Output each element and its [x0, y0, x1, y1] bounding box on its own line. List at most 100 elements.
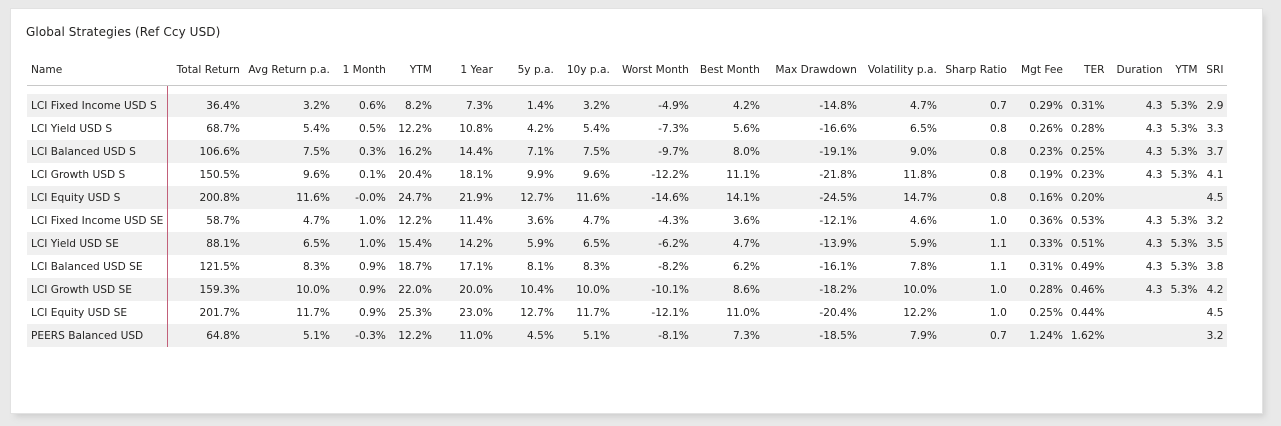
table-cell: 0.44%: [1066, 301, 1109, 324]
table-cell: 14.1%: [692, 186, 764, 209]
table-cell: 0.31%: [1010, 255, 1067, 278]
table-cell: 3.2%: [557, 94, 614, 117]
table-cell: 8.6%: [692, 278, 764, 301]
column-header[interactable]: Name: [27, 54, 168, 86]
table-row[interactable]: LCI Fixed Income USD S 36.4% 3.2% 0.6% 8.2% 7…: [27, 94, 1228, 117]
table-cell: 11.1%: [692, 163, 764, 186]
column-header[interactable]: Duration: [1108, 54, 1167, 86]
column-header[interactable]: Volatility p.a.: [860, 54, 941, 86]
table-row[interactable]: LCI Yield USD S 68.7% 5.4% 0.5% 12.2% 10.8% 4.…: [27, 117, 1228, 140]
table-cell: 11.6%: [557, 186, 614, 209]
column-header[interactable]: Best Month: [692, 54, 764, 86]
header-spacer: [27, 85, 1227, 95]
table-cell: 0.8: [940, 140, 1011, 163]
column-header[interactable]: Max Drawdown: [763, 54, 861, 86]
table-row[interactable]: LCI Balanced USD SE 121.5% 8.3% 0.9% 18.7% 17…: [27, 255, 1228, 278]
table-cell: 5.4%: [243, 117, 334, 140]
table-cell: 0.1%: [333, 163, 390, 186]
column-header[interactable]: YTM: [1166, 54, 1202, 86]
table-cell: 0.36%: [1010, 209, 1067, 232]
table-cell: 11.7%: [243, 301, 334, 324]
table-cell: 5.3%: [1166, 94, 1202, 117]
table-cell: [1108, 301, 1167, 324]
table-cell: 58.7%: [167, 209, 244, 232]
table-cell: -9.7%: [613, 140, 693, 163]
table-cell: 4.5%: [496, 324, 558, 347]
table-cell: 4.7%: [557, 209, 614, 232]
table-cell: 8.3%: [243, 255, 334, 278]
table-cell: 6.5%: [557, 232, 614, 255]
table-cell: 1.0%: [333, 209, 390, 232]
table-cell: 12.2%: [389, 324, 436, 347]
table-cell: 14.7%: [860, 186, 941, 209]
table-cell: 5.6%: [692, 117, 764, 140]
table-cell: 0.23%: [1010, 140, 1067, 163]
table-cell: 8.0%: [692, 140, 764, 163]
table-cell: 10.8%: [435, 117, 497, 140]
column-header[interactable]: Sharp Ratio: [940, 54, 1011, 86]
table-cell: 10.0%: [860, 278, 941, 301]
table-cell: 7.5%: [243, 140, 334, 163]
table-cell: 4.7%: [243, 209, 334, 232]
table-row[interactable]: LCI Growth USD S 150.5% 9.6% 0.1% 20.4% 18.1%…: [27, 163, 1228, 186]
table-cell: [1108, 324, 1167, 347]
column-header[interactable]: TER: [1066, 54, 1109, 86]
table-cell: 0.8: [940, 163, 1011, 186]
table-row[interactable]: LCI Equity USD S 200.8% 11.6% -0.0% 24.7% 21.…: [27, 186, 1228, 209]
column-header[interactable]: Avg Return p.a.: [243, 54, 334, 86]
table-cell: 3.3: [1201, 117, 1228, 140]
table-cell: 5.3%: [1166, 117, 1202, 140]
column-header[interactable]: SRI: [1201, 54, 1228, 86]
column-header[interactable]: 5y p.a.: [496, 54, 558, 86]
column-header[interactable]: YTM: [389, 54, 436, 86]
spacer-cell: [764, 86, 861, 95]
table-cell: -8.1%: [613, 324, 693, 347]
table-cell: 0.6%: [333, 94, 390, 117]
column-header[interactable]: Worst Month: [613, 54, 693, 86]
table-cell: 4.3: [1108, 278, 1167, 301]
spacer-cell: [1201, 86, 1227, 95]
column-header[interactable]: 10y p.a.: [557, 54, 614, 86]
column-header[interactable]: Mgt Fee: [1010, 54, 1067, 86]
table-cell: -12.1%: [763, 209, 861, 232]
table-cell: 7.5%: [557, 140, 614, 163]
table-cell: 1.0: [940, 278, 1011, 301]
table-cell: -0.0%: [333, 186, 390, 209]
table-cell: 7.3%: [692, 324, 764, 347]
table-row[interactable]: LCI Fixed Income USD SE 58.7% 4.7% 1.0% 12.2…: [27, 209, 1228, 232]
table-cell: 4.2%: [692, 94, 764, 117]
table-cell: 5.3%: [1166, 278, 1202, 301]
table-cell: 4.3: [1108, 209, 1167, 232]
column-header[interactable]: 1 Year: [435, 54, 497, 86]
table-cell: 0.25%: [1010, 301, 1067, 324]
table-cell: 0.9%: [333, 278, 390, 301]
table-cell: 11.4%: [435, 209, 497, 232]
table-cell: 200.8%: [167, 186, 244, 209]
spacer-cell: [1067, 86, 1109, 95]
table-cell: 8.1%: [496, 255, 558, 278]
column-header[interactable]: 1 Month: [333, 54, 390, 86]
row-name-cell: LCI Yield USD SE: [27, 232, 169, 255]
table-cell: 4.3: [1108, 117, 1167, 140]
table-cell: 0.28%: [1010, 278, 1067, 301]
table-cell: 0.20%: [1066, 186, 1109, 209]
table-cell: 4.3: [1108, 140, 1167, 163]
column-header[interactable]: Total Return: [167, 54, 244, 86]
table-cell: 0.25%: [1066, 140, 1109, 163]
table-cell: 1.62%: [1066, 324, 1109, 347]
spacer-cell: [558, 86, 614, 95]
table-row[interactable]: PEERS Balanced USD 64.8% 5.1% -0.3% 12.2% 11.…: [27, 324, 1228, 347]
spacer-cell: [27, 85, 169, 94]
table-row[interactable]: LCI Equity USD SE 201.7% 11.7% 0.9% 25.3% 23.…: [27, 301, 1228, 324]
spacer-cell: [614, 86, 693, 95]
spacer-cell: [941, 86, 1011, 95]
table-cell: 24.7%: [389, 186, 436, 209]
table-cell: [1166, 324, 1202, 347]
table-cell: -12.1%: [613, 301, 693, 324]
table-cell: 12.2%: [389, 117, 436, 140]
table-row[interactable]: LCI Balanced USD S 106.6% 7.5% 0.3% 16.2% 14.…: [27, 140, 1228, 163]
row-name-cell: LCI Growth USD SE: [27, 278, 169, 301]
table-row[interactable]: LCI Growth USD SE 159.3% 10.0% 0.9% 22.0% 20.…: [27, 278, 1228, 301]
table-row[interactable]: LCI Yield USD SE 88.1% 6.5% 1.0% 15.4% 14.2% 5…: [27, 232, 1228, 255]
table-cell: 4.2: [1201, 278, 1228, 301]
